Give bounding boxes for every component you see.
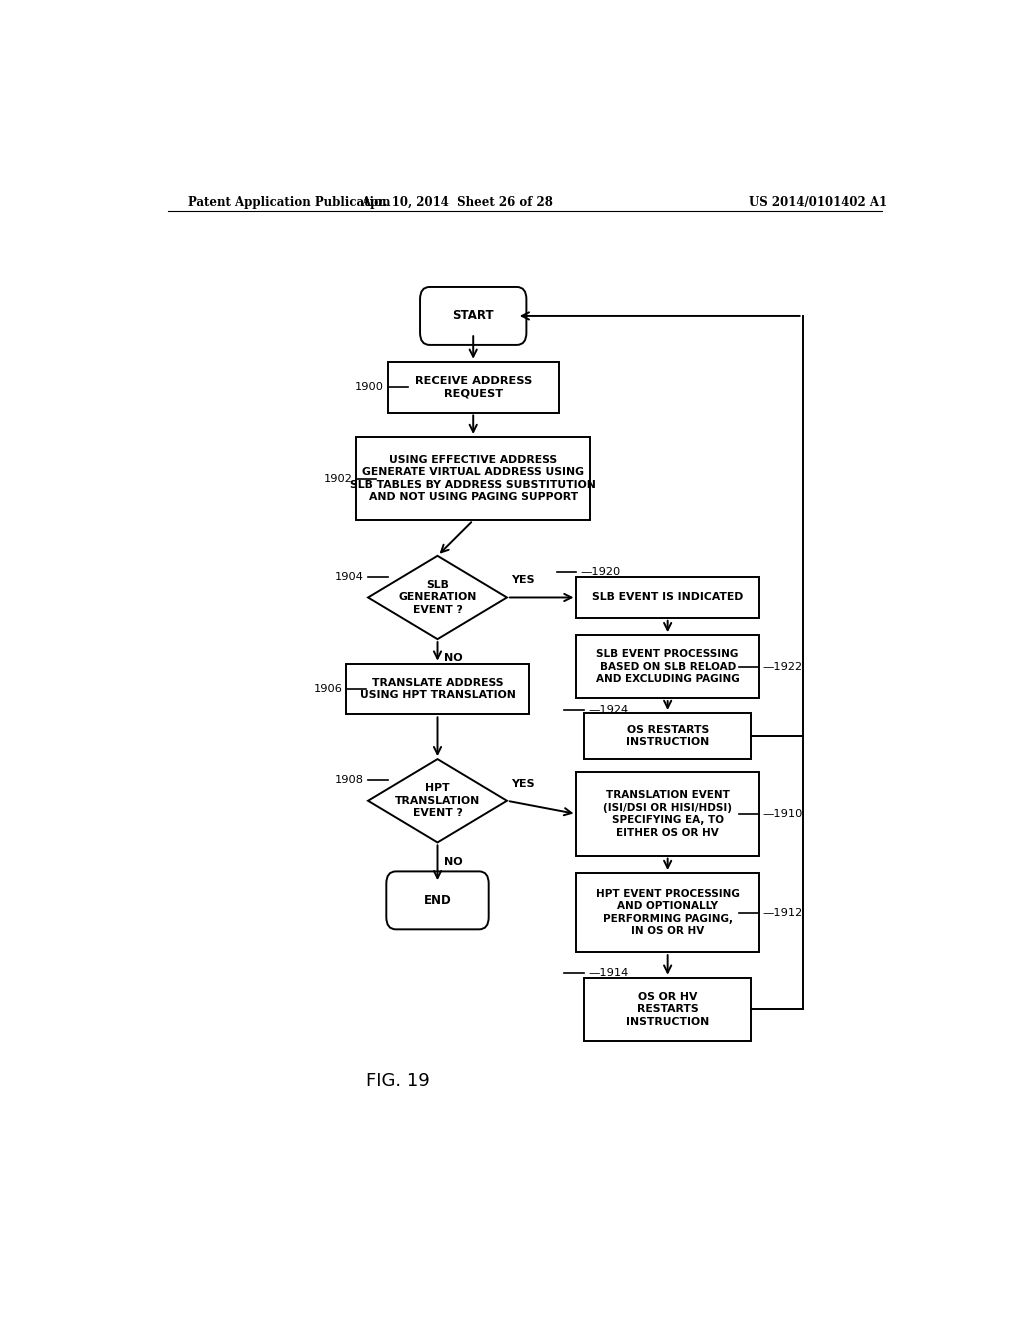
Text: 1900: 1900 (355, 381, 384, 392)
Bar (346, 664, 528, 714)
Text: Apr. 10, 2014  Sheet 26 of 28: Apr. 10, 2014 Sheet 26 of 28 (361, 195, 553, 209)
Polygon shape (368, 556, 507, 639)
Bar (577, 577, 759, 618)
Text: —1912: —1912 (763, 908, 803, 917)
Text: OS RESTARTS
INSTRUCTION: OS RESTARTS INSTRUCTION (626, 725, 710, 747)
Text: —1910: —1910 (763, 809, 803, 818)
Text: NO: NO (443, 857, 463, 867)
Bar (577, 772, 759, 855)
Text: NO: NO (443, 653, 463, 664)
Text: OS OR HV
RESTARTS
INSTRUCTION: OS OR HV RESTARTS INSTRUCTION (626, 991, 710, 1027)
Text: SLB EVENT IS INDICATED: SLB EVENT IS INDICATED (592, 593, 743, 602)
Text: —1920: —1920 (581, 568, 621, 577)
Text: END: END (424, 894, 452, 907)
Text: —1914: —1914 (588, 968, 629, 978)
Text: HPT
TRANSLATION
EVENT ?: HPT TRANSLATION EVENT ? (395, 783, 480, 818)
Bar (577, 873, 759, 952)
Text: —1922: —1922 (763, 661, 803, 672)
Text: RECEIVE ADDRESS
REQUEST: RECEIVE ADDRESS REQUEST (415, 376, 531, 399)
Text: 1904: 1904 (335, 572, 365, 582)
Text: YES: YES (511, 576, 535, 585)
Polygon shape (368, 759, 507, 842)
Text: —1924: —1924 (588, 705, 629, 715)
Bar (356, 437, 590, 520)
Bar (577, 635, 759, 698)
Text: SLB
GENERATION
EVENT ?: SLB GENERATION EVENT ? (398, 579, 477, 615)
Text: TRANSLATE ADDRESS
USING HPT TRANSLATION: TRANSLATE ADDRESS USING HPT TRANSLATION (359, 677, 515, 700)
Bar (585, 978, 751, 1040)
Text: US 2014/0101402 A1: US 2014/0101402 A1 (750, 195, 888, 209)
Text: YES: YES (511, 779, 535, 788)
Text: 1908: 1908 (335, 775, 365, 785)
Bar (388, 362, 558, 412)
Text: FIG. 19: FIG. 19 (366, 1072, 430, 1090)
Text: USING EFFECTIVE ADDRESS
GENERATE VIRTUAL ADDRESS USING
SLB TABLES BY ADDRESS SUB: USING EFFECTIVE ADDRESS GENERATE VIRTUAL… (350, 455, 596, 502)
Text: HPT EVENT PROCESSING
AND OPTIONALLY
PERFORMING PAGING,
IN OS OR HV: HPT EVENT PROCESSING AND OPTIONALLY PERF… (596, 888, 739, 936)
Text: 1902: 1902 (324, 474, 352, 483)
Text: 1906: 1906 (313, 684, 342, 694)
Text: START: START (453, 309, 494, 322)
Text: TRANSLATION EVENT
(ISI/DSI OR HISI/HDSI)
SPECIFYING EA, TO
EITHER OS OR HV: TRANSLATION EVENT (ISI/DSI OR HISI/HDSI)… (603, 791, 732, 838)
Text: SLB EVENT PROCESSING
BASED ON SLB RELOAD
AND EXCLUDING PAGING: SLB EVENT PROCESSING BASED ON SLB RELOAD… (596, 649, 739, 684)
FancyBboxPatch shape (420, 286, 526, 345)
Bar (585, 713, 751, 759)
Text: Patent Application Publication: Patent Application Publication (187, 195, 390, 209)
FancyBboxPatch shape (386, 871, 488, 929)
